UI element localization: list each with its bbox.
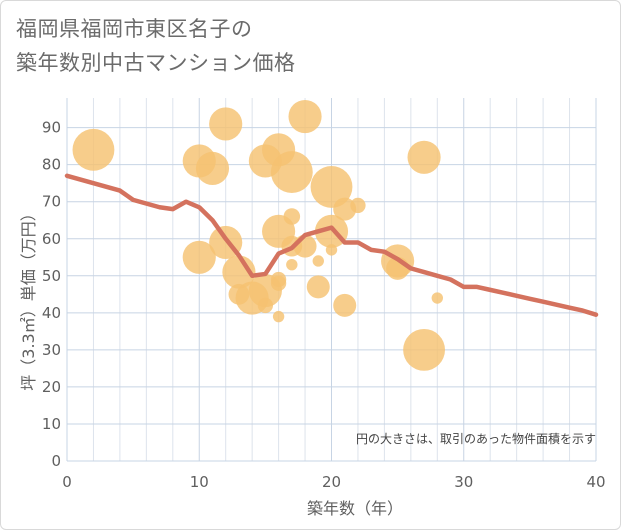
bubble (222, 255, 256, 289)
bubble (286, 258, 298, 271)
bubble (431, 292, 443, 304)
bubble (325, 244, 338, 256)
x-tick-label: 10 (190, 473, 209, 491)
y-tick-label: 60 (42, 230, 61, 248)
y-tick-label: 40 (42, 304, 61, 322)
bubble (310, 165, 353, 208)
chart-title-line1: 福岡県福岡市東区名子の (16, 17, 253, 41)
y-tick-label: 30 (42, 341, 61, 359)
bubble (209, 107, 243, 141)
x-tick-label: 30 (454, 473, 473, 491)
y-tick-label: 70 (42, 193, 61, 211)
x-tick-label: 20 (322, 473, 341, 491)
bubble (270, 275, 287, 291)
bubble (333, 293, 357, 317)
bubble (195, 151, 230, 185)
bubble (272, 310, 285, 323)
chart-title: 福岡県福岡市東区名子の 築年数別中古マンション価格 (16, 12, 296, 80)
y-tick-label: 50 (42, 267, 61, 285)
y-tick-label: 10 (42, 415, 61, 433)
grid-lines (66, 98, 597, 462)
y-tick-label: 90 (42, 119, 61, 137)
bubble (270, 151, 313, 194)
y-tick-labels: 0 10 20 30 40 50 60 70 80 90 (42, 119, 61, 470)
bubble (403, 328, 445, 371)
x-axis-title: 築年数（年） (307, 499, 403, 518)
bubble-layer (72, 99, 445, 371)
y-axis-title: 坪（3.3㎡）単価（万円） (19, 205, 38, 390)
bubble (306, 275, 330, 299)
chart-title-line2: 築年数別中古マンション価格 (16, 51, 296, 75)
bubble (407, 140, 441, 174)
bubble-size-note: 円の大きさは、取引のあった物件面積を示す (356, 431, 596, 446)
x-tick-label: 0 (62, 473, 72, 491)
bubble (72, 128, 115, 171)
y-tick-label: 20 (42, 378, 61, 396)
bubble (350, 197, 366, 214)
trend-line-layer (64, 173, 599, 317)
bubble (312, 255, 324, 267)
y-tick-label: 80 (42, 156, 61, 174)
x-tick-labels: 0 10 20 30 40 (62, 473, 605, 491)
y-tick-label: 0 (51, 452, 61, 470)
bubble (257, 297, 274, 314)
bubble (333, 197, 357, 221)
trend-line (64, 173, 599, 317)
bubble (182, 240, 216, 274)
bubble (288, 99, 322, 134)
x-tick-label: 40 (586, 473, 605, 491)
